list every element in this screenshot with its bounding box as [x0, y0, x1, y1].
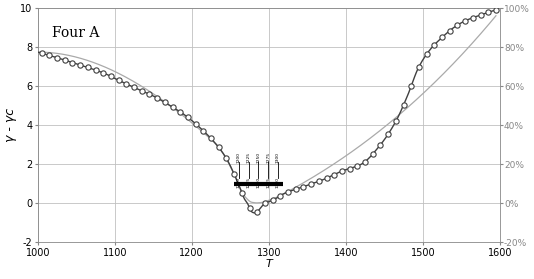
Text: 1200: 1200 [237, 152, 241, 163]
Text: 1300: 1300 [276, 177, 280, 188]
Text: 1225: 1225 [247, 177, 250, 188]
Text: Four A: Four A [52, 26, 99, 40]
Text: 1200: 1200 [237, 177, 241, 188]
Text: 1225: 1225 [247, 152, 250, 163]
Text: 1250: 1250 [256, 152, 261, 163]
Text: 1275: 1275 [266, 177, 270, 188]
Text: 1250: 1250 [256, 177, 261, 188]
Text: 1300: 1300 [276, 152, 280, 163]
X-axis label: T: T [265, 259, 272, 269]
Y-axis label: γ - γᴄ: γ - γᴄ [4, 108, 17, 142]
Text: 1275: 1275 [266, 152, 270, 163]
